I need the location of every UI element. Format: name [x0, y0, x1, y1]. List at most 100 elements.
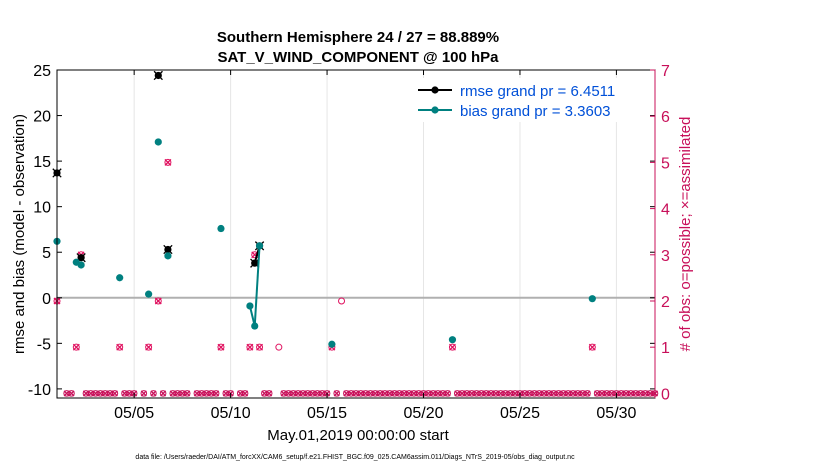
- obs-zero-possible-marker: [381, 390, 389, 397]
- obs-zero-assimilated-marker: [439, 390, 446, 397]
- obs-zero-assimilated-marker: [483, 390, 490, 397]
- chart-title-line1: Southern Hemisphere 24 / 27 = 88.889%: [217, 29, 499, 46]
- obs-zero-possible-marker: [333, 390, 341, 397]
- obs-zero-assimilated-marker: [598, 390, 606, 397]
- obs-zero-assimilated-marker: [545, 390, 552, 397]
- obs-zero-assimilated-marker: [512, 390, 519, 397]
- obs-zero-assimilated-marker: [237, 390, 244, 397]
- obs-zero-possible-marker: [126, 390, 133, 397]
- obs-zero-assimilated-marker: [632, 390, 639, 397]
- zero-obs-markers: [63, 390, 659, 397]
- obs-zero-assimilated-marker: [295, 390, 302, 397]
- obs-zero-possible-marker: [526, 390, 533, 397]
- obs-zero-assimilated-marker: [242, 390, 249, 397]
- obs-zero-possible-marker: [357, 390, 365, 397]
- obs-zero-assimilated-marker: [425, 390, 432, 397]
- obs-zero-assimilated-marker: [463, 390, 470, 397]
- obs-zero-assimilated-marker: [478, 390, 485, 397]
- x-tick-label: 05/15: [307, 405, 347, 422]
- obs-zero-assimilated-marker: [541, 390, 548, 397]
- obs-zero-possible-marker: [343, 390, 350, 397]
- legend: rmse grand pr = 6.4511 bias grand pr = 3…: [412, 78, 642, 122]
- bias-point: [448, 336, 457, 344]
- rmse-point-cross: [163, 244, 173, 255]
- obs-zero-possible-marker: [627, 390, 635, 397]
- obs-possible-marker: [448, 343, 456, 351]
- legend-bias-marker: [431, 106, 439, 114]
- legend-rmse-label: rmse grand pr = 6.4511: [460, 83, 615, 100]
- bias-point: [77, 261, 85, 269]
- obs-zero-assimilated-marker: [352, 390, 360, 397]
- obs-zero-possible-marker: [400, 390, 408, 397]
- obs-zero-possible-marker: [473, 390, 480, 397]
- obs-possible-marker: [588, 343, 596, 351]
- obs-zero-possible-marker: [492, 390, 500, 397]
- y-tick-label-right: 4: [661, 202, 670, 219]
- obs-possible-marker: [72, 343, 80, 351]
- obs-zero-possible-marker: [598, 390, 606, 397]
- obs-zero-possible-marker: [391, 390, 398, 397]
- obs-zero-possible-marker: [617, 390, 625, 397]
- obs-zero-assimilated-marker: [280, 390, 287, 397]
- obs-zero-assimilated-marker: [213, 390, 220, 397]
- legend-rmse-marker: [431, 86, 439, 94]
- obs-zero-assimilated-marker: [584, 390, 591, 397]
- obs-zero-possible-marker: [603, 390, 611, 397]
- obs-zero-assimilated-marker: [386, 390, 393, 397]
- obs-zero-possible-marker: [68, 390, 75, 397]
- obs-zero-assimilated-marker: [343, 390, 350, 397]
- obs-zero-assimilated-marker: [367, 390, 374, 397]
- obs-zero-possible-marker: [314, 390, 321, 397]
- obs-zero-assimilated-marker: [111, 390, 118, 397]
- obs-zero-assimilated-marker: [603, 390, 610, 397]
- bias-point: [145, 290, 153, 298]
- obs-zero-possible-marker: [478, 390, 485, 397]
- obs-assimilated-marker: [588, 343, 596, 351]
- obs-zero-assimilated-marker: [565, 390, 572, 397]
- obs-zero-possible-marker: [304, 390, 312, 397]
- obs-zero-assimilated-marker: [637, 390, 644, 397]
- obs-possible-marker: [275, 343, 283, 351]
- obs-possible-marker: [246, 343, 254, 351]
- obs-possible-marker: [217, 343, 225, 351]
- bias-point: [328, 340, 336, 348]
- y-tick-label-right: 6: [661, 109, 670, 126]
- obs-zero-assimilated-marker: [454, 390, 461, 397]
- right-axis: 0 1 2 3 4 5 6 7: [650, 63, 670, 403]
- obs-zero-assimilated-marker: [319, 390, 326, 397]
- bottom-axis: 05/05 05/10 05/15 05/20 05/25 05/30: [114, 70, 637, 422]
- y-axis-label-left: rmse and bias (model - observation): [11, 114, 28, 354]
- obs-zero-assimilated-marker: [555, 390, 562, 397]
- obs-zero-possible-marker: [294, 390, 302, 397]
- obs-zero-assimilated-marker: [357, 390, 364, 397]
- obs-zero-assimilated-marker: [550, 390, 557, 397]
- y-tick-label-right: 5: [661, 155, 670, 172]
- chart-title-line2: SAT_V_WIND_COMPONENT @ 100 hPa: [217, 49, 499, 66]
- obs-zero-assimilated-marker: [459, 390, 466, 397]
- bias-point: [255, 242, 264, 250]
- obs-zero-possible-marker: [511, 390, 519, 397]
- obs-zero-possible-marker: [371, 390, 379, 397]
- x-tick-label: 05/10: [211, 405, 251, 422]
- obs-zero-possible-marker: [453, 390, 461, 397]
- obs-zero-assimilated-marker: [468, 390, 475, 397]
- obs-zero-assimilated-marker: [444, 390, 451, 397]
- obs-zero-assimilated-marker: [102, 390, 109, 397]
- legend-bias-label: bias grand pr = 3.3603: [460, 103, 611, 120]
- obs-zero-assimilated-marker: [473, 390, 480, 397]
- obs-zero-assimilated-marker: [68, 390, 75, 397]
- obs-zero-possible-marker: [87, 390, 95, 397]
- obs-zero-possible-marker: [632, 390, 640, 397]
- obs-zero-possible-marker: [150, 390, 157, 397]
- obs-zero-assimilated-marker: [410, 390, 417, 397]
- obs-zero-possible-marker: [82, 390, 90, 397]
- obs-zero-possible-marker: [121, 390, 128, 397]
- obs-zero-assimilated-marker: [623, 390, 630, 397]
- obs-zero-possible-marker: [111, 390, 119, 397]
- obs-zero-possible-marker: [535, 390, 543, 397]
- y-tick-label-right: 1: [661, 340, 670, 357]
- obs-zero-assimilated-marker: [377, 390, 384, 397]
- obs-zero-assimilated-marker: [179, 390, 186, 397]
- obs-zero-possible-marker: [564, 390, 572, 397]
- y-tick-label-right: 0: [661, 386, 670, 403]
